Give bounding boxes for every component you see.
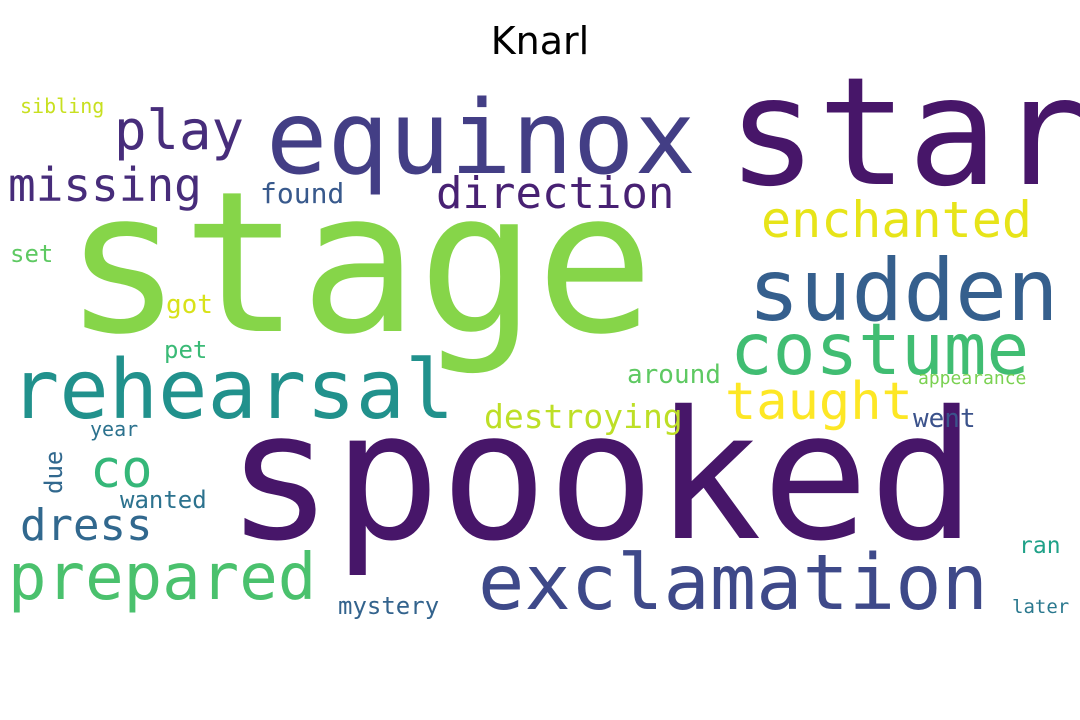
word-rehearsal: rehearsal	[10, 343, 455, 438]
word-year: year	[90, 417, 139, 441]
word-play: play	[114, 99, 245, 162]
word-exclamation: exclamation	[478, 539, 988, 628]
word-stage: stage	[64, 150, 655, 378]
word-ran: ran	[1019, 533, 1061, 559]
word-missing: missing	[8, 158, 202, 212]
word-taught: taught	[725, 372, 913, 432]
word-around: around	[627, 360, 721, 390]
word-equinox: equinox	[266, 79, 696, 198]
word-direction: direction	[436, 168, 675, 219]
word-appearance: appearance	[918, 368, 1027, 389]
word-set: set	[10, 240, 54, 268]
word-destroying: destroying	[484, 397, 683, 436]
word-prepared: prepared	[8, 541, 317, 615]
word-went: went	[913, 404, 976, 434]
word-dress: dress	[20, 500, 153, 551]
word-pet: pet	[164, 336, 208, 364]
word-found: found	[260, 177, 345, 210]
word-enchanted: enchanted	[761, 191, 1032, 249]
word-spooked: spooked	[226, 373, 977, 580]
word-sibling: sibling	[20, 94, 105, 118]
word-mystery: mystery	[338, 592, 440, 620]
word-star: star	[727, 46, 1080, 220]
word-wanted: wanted	[120, 486, 207, 514]
word-due: due	[40, 450, 68, 494]
word-co: co	[90, 440, 153, 500]
word-costume: costume	[730, 308, 1030, 391]
chart-title: Knarl	[490, 19, 590, 63]
word-got: got	[166, 290, 213, 320]
word-sudden: sudden	[748, 241, 1059, 341]
word-later: later	[1012, 596, 1070, 618]
